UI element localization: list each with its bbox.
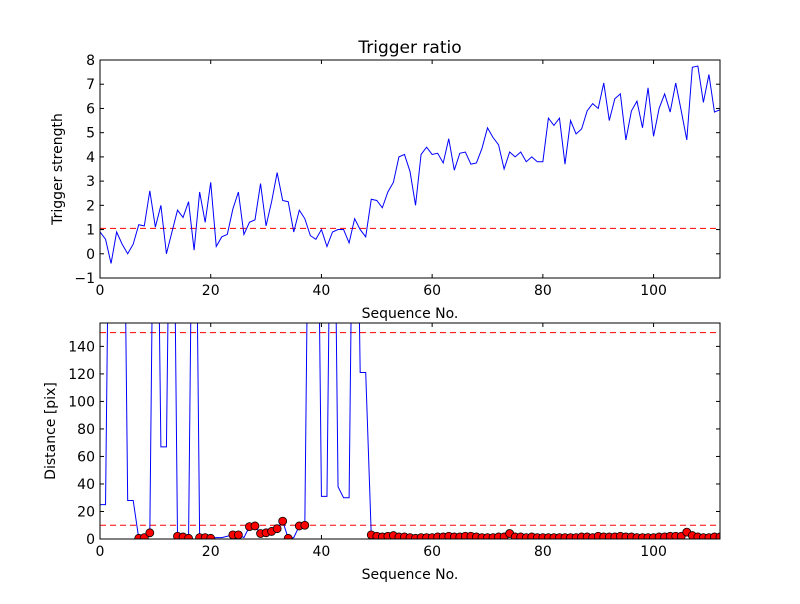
data-point-marker bbox=[278, 516, 288, 526]
data-point-marker bbox=[715, 532, 720, 539]
data-point-marker bbox=[300, 520, 310, 530]
y-tick-label: −1 bbox=[74, 271, 95, 287]
y-tick-label: 100 bbox=[68, 394, 95, 410]
data-point-marker bbox=[272, 524, 282, 534]
series-line bbox=[100, 323, 720, 539]
data-point-marker bbox=[145, 528, 155, 538]
x-tick-label: 60 bbox=[423, 544, 441, 560]
data-point-marker bbox=[206, 533, 216, 539]
y-tick-label: 4 bbox=[86, 150, 95, 166]
y-tick-label: 1 bbox=[86, 223, 95, 239]
y-tick-label: 6 bbox=[86, 101, 95, 117]
data-point-marker bbox=[233, 530, 243, 539]
y-tick-label: 8 bbox=[86, 53, 95, 69]
x-tick-label: 100 bbox=[640, 283, 667, 299]
bottom-plot-area bbox=[100, 323, 720, 539]
series-line bbox=[100, 65, 720, 264]
x-tick-label: 20 bbox=[202, 544, 220, 560]
x-tick-label: 60 bbox=[423, 283, 441, 299]
distance-chart: 0 20 40 60 80 100 0 20 40 60 80 100 120 140 Sequence … bbox=[43, 322, 721, 583]
bottom-axes-frame bbox=[99, 322, 721, 540]
y-tick-label: 0 bbox=[86, 532, 95, 548]
data-point-marker bbox=[283, 533, 293, 539]
bottom-x-axis-label: Sequence No. bbox=[362, 567, 459, 583]
data-point-marker bbox=[184, 533, 193, 539]
chart-title: Trigger ratio bbox=[357, 38, 461, 58]
y-tick-label: 0 bbox=[86, 247, 95, 263]
y-tick-label: 140 bbox=[68, 339, 95, 355]
y-tick-label: 40 bbox=[77, 477, 95, 493]
top-x-axis-label: Sequence No. bbox=[362, 306, 459, 322]
x-tick-label: 100 bbox=[640, 544, 667, 560]
bottom-axis-ticks: 0 20 40 60 80 100 0 20 40 60 80 100 120 140 bbox=[68, 323, 720, 560]
x-tick-label: 20 bbox=[202, 283, 220, 299]
top-plot-area bbox=[100, 65, 720, 264]
y-tick-label: 60 bbox=[77, 449, 95, 465]
y-tick-label: 2 bbox=[86, 198, 95, 214]
y-tick-label: 3 bbox=[86, 174, 95, 190]
bottom-y-axis-label: Distance [pix] bbox=[43, 382, 59, 480]
x-tick-label: 0 bbox=[96, 544, 105, 560]
y-tick-label: 120 bbox=[68, 367, 95, 383]
top-axes-frame bbox=[99, 59, 721, 279]
data-point-marker bbox=[250, 521, 260, 531]
y-tick-label: 7 bbox=[86, 77, 95, 93]
top-y-axis-label: Trigger strength bbox=[50, 113, 66, 226]
x-tick-label: 80 bbox=[534, 544, 552, 560]
y-tick-label: 5 bbox=[86, 126, 95, 142]
y-tick-label: 20 bbox=[77, 504, 95, 520]
x-tick-label: 80 bbox=[534, 283, 552, 299]
x-tick-label: 40 bbox=[313, 544, 331, 560]
x-tick-label: 0 bbox=[96, 283, 105, 299]
x-tick-label: 40 bbox=[313, 283, 331, 299]
y-tick-label: 80 bbox=[77, 422, 95, 438]
